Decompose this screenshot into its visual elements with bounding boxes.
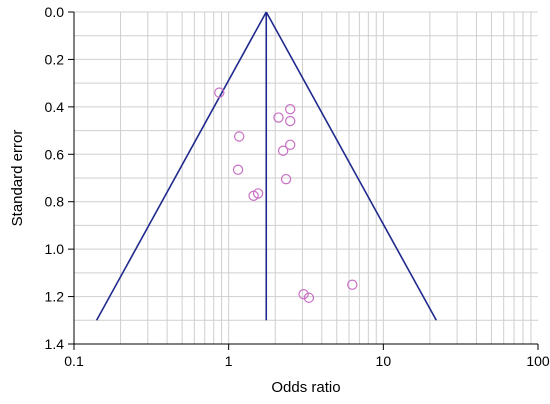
- study-point: [248, 190, 259, 201]
- y-tick-label: 1.4: [45, 336, 65, 352]
- study-point: [273, 112, 284, 123]
- y-tick-label: 1.0: [45, 241, 65, 257]
- y-tick-label: 0.0: [45, 4, 65, 20]
- y-tick-label: 0.2: [45, 51, 65, 67]
- y-tick-label: 0.6: [45, 146, 65, 162]
- funnel-left-line: [95, 11, 267, 321]
- study-point: [285, 104, 296, 115]
- axes: [73, 12, 538, 345]
- y-tick-label: 0.4: [45, 99, 65, 115]
- funnel-right-line: [265, 11, 437, 321]
- study-point: [303, 292, 315, 303]
- x-tick-label: 10: [376, 353, 392, 369]
- study-point: [347, 279, 358, 290]
- study-point: [277, 145, 289, 156]
- data-points: [214, 87, 358, 303]
- plot-area: [73, 11, 538, 345]
- study-point: [285, 115, 296, 127]
- study-point: [298, 289, 309, 300]
- funnel: [95, 11, 437, 321]
- study-point: [234, 131, 245, 142]
- study-point: [280, 173, 292, 185]
- y-tick-label: 0.8: [45, 194, 65, 210]
- study-point: [285, 139, 296, 150]
- x-axis-title: Odds ratio: [271, 379, 340, 396]
- x-axis-ticks: 0.1 1 10 100: [64, 344, 550, 369]
- y-axis-ticks: 0.0 0.2 0.4 0.6 0.8 1.0 1.2 1.4: [45, 4, 74, 352]
- study-point: [232, 164, 244, 175]
- x-tick-label: 1: [225, 353, 233, 369]
- x-tick-label: 0.1: [64, 353, 84, 369]
- y-axis-title: Standard error: [9, 130, 26, 227]
- y-tick-label: 1.2: [45, 289, 65, 305]
- x-tick-label: 100: [526, 353, 550, 369]
- study-point: [214, 87, 225, 98]
